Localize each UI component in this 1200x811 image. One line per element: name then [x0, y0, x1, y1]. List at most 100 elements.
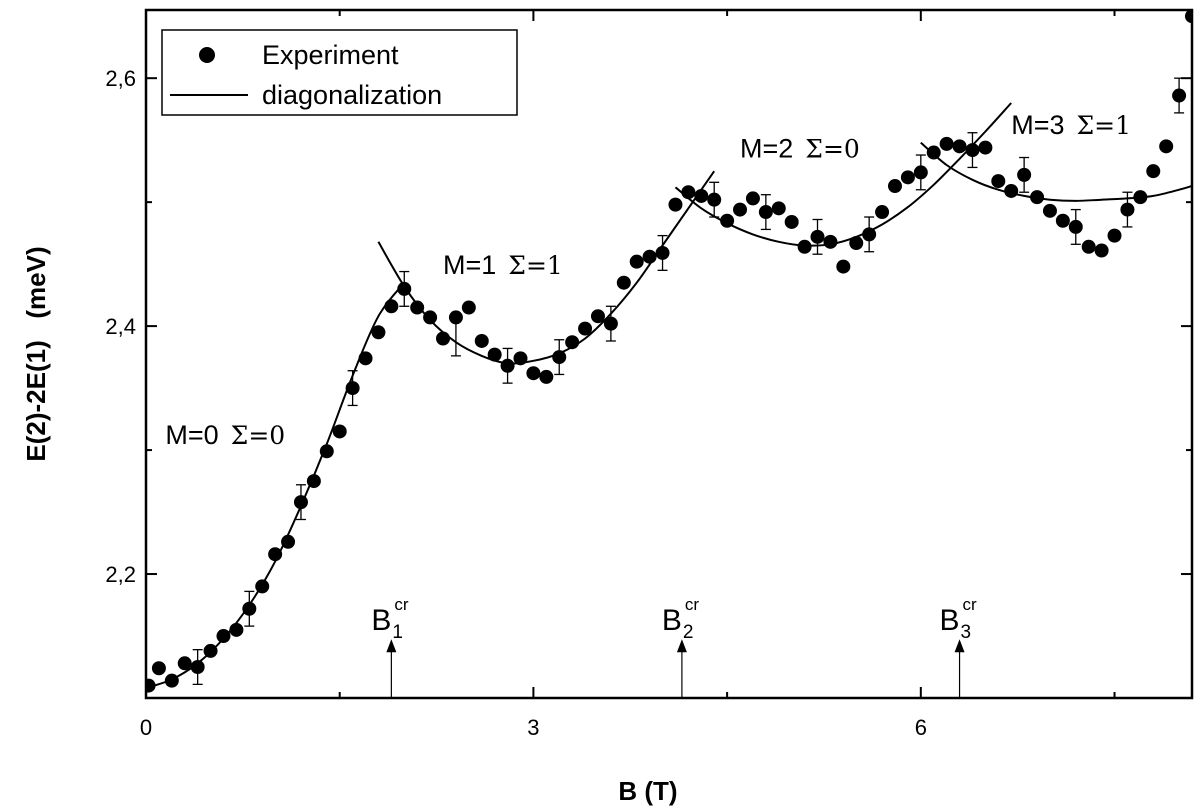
regime-label: M=0: [165, 420, 218, 450]
experiment-point: [319, 444, 334, 459]
experiment-point: [500, 358, 515, 373]
experiment-points: [146, 10, 1192, 693]
experiment-point: [1004, 183, 1019, 198]
experiment-point: [823, 234, 838, 249]
x-tick-label: 0: [140, 715, 152, 740]
experiment-point: [461, 300, 476, 315]
experiment-point: [629, 254, 644, 269]
experiment-point: [436, 331, 451, 346]
legend-experiment-marker: [199, 47, 215, 63]
experiment-point: [694, 188, 709, 203]
experiment-point: [190, 660, 205, 675]
experiment-point: [1094, 243, 1109, 258]
critical-field-label: B: [662, 604, 682, 637]
experiment-point: [939, 136, 954, 151]
critical-field-superscript: cr: [394, 595, 409, 614]
experiment-point: [526, 366, 541, 381]
regime-sigma-label: Σ=1: [1076, 111, 1131, 140]
experiment-point: [1042, 203, 1057, 218]
error-bars: [192, 77, 1185, 686]
experiment-point: [552, 350, 567, 365]
x-tick-label: 3: [527, 715, 539, 740]
y-axis-title: E(2)-2E(1) (meV): [21, 246, 51, 461]
ticks-group: 0 3 6 2,2 2,4 2,6: [105, 10, 1192, 740]
critical-field-superscript: cr: [963, 595, 978, 614]
experiment-point: [487, 347, 502, 362]
experiment-point: [384, 299, 399, 314]
experiment-point: [965, 143, 980, 158]
experiment-point: [1081, 239, 1096, 254]
experiment-point: [875, 205, 890, 220]
experiment-point: [203, 643, 218, 658]
experiment-point: [242, 601, 257, 616]
experiment-point: [810, 229, 825, 244]
y-tick-label: 2,6: [105, 66, 136, 91]
experiment-point: [293, 495, 308, 510]
experiment-point: [1055, 213, 1070, 228]
critical-field-label: B: [940, 604, 960, 637]
x-axis-title: B (T): [618, 776, 677, 806]
experiment-point: [332, 424, 347, 439]
critical-field-arrow-head: [676, 639, 687, 653]
regime-sigma-label: Σ=0: [231, 421, 286, 450]
experiment-point: [358, 351, 373, 366]
experiment-point: [655, 245, 670, 260]
experiment-point: [797, 239, 812, 254]
critical-field-arrow-head: [954, 639, 965, 653]
experiment-point: [1172, 88, 1187, 103]
x-tick-label: 6: [915, 715, 927, 740]
experiment-point: [423, 310, 438, 325]
experiment-point: [268, 547, 283, 562]
experiment-point: [590, 309, 605, 324]
experiment-point: [887, 179, 902, 194]
experiment-point: [565, 335, 580, 350]
y-tick-label: 2,2: [105, 562, 136, 587]
experiment-point: [578, 321, 593, 336]
experiment-point: [474, 333, 489, 348]
experiment-point: [448, 310, 463, 325]
experiment-point: [410, 300, 425, 315]
critical-field-subscript: 1: [392, 622, 403, 643]
y-tick-label: 2,4: [105, 314, 136, 339]
critical-field-superscript: cr: [685, 595, 700, 614]
plot-frame: [144, 8, 1194, 700]
experiment-point: [1133, 190, 1148, 205]
regime-sigma-label: Σ=1: [508, 251, 563, 280]
experiment-point: [771, 201, 786, 216]
experiment-point: [513, 351, 528, 366]
experiment-point: [306, 474, 321, 489]
experiment-point: [255, 579, 270, 594]
critical-field-markers: B 1cr B 2cr B 3cr: [371, 595, 977, 698]
experiment-point: [1146, 164, 1161, 179]
critical-field-arrow-head: [386, 639, 397, 653]
diagonalization-curve-segment: [920, 141, 1192, 202]
experiment-point: [926, 145, 941, 160]
experiment-point: [603, 316, 618, 331]
experiment-point: [1068, 219, 1083, 234]
experiment-point: [733, 202, 748, 217]
regime-label: M=3: [1011, 110, 1064, 140]
experiment-point: [1107, 228, 1122, 243]
experiment-point: [146, 678, 156, 693]
regime-label: M=1: [443, 250, 496, 280]
experiment-point: [397, 281, 412, 296]
experiment-point: [681, 185, 696, 200]
experiment-point: [913, 165, 928, 180]
experiment-point: [707, 192, 722, 207]
experiment-point: [1185, 10, 1192, 24]
experiment-point: [991, 174, 1006, 189]
experiment-point: [371, 325, 386, 340]
experiment-point: [616, 275, 631, 290]
regime-sigma-label: Σ=0: [805, 135, 860, 164]
experiment-point: [862, 227, 877, 242]
experiment-point: [281, 534, 296, 549]
experiment-point: [784, 214, 799, 229]
experiment-point: [952, 139, 967, 154]
experiment-point: [745, 191, 760, 206]
critical-field-label: B: [371, 604, 391, 637]
experiment-point: [216, 629, 231, 644]
experiment-point: [1159, 139, 1174, 154]
legend-box: [161, 29, 518, 116]
experiment-point: [1017, 167, 1032, 182]
